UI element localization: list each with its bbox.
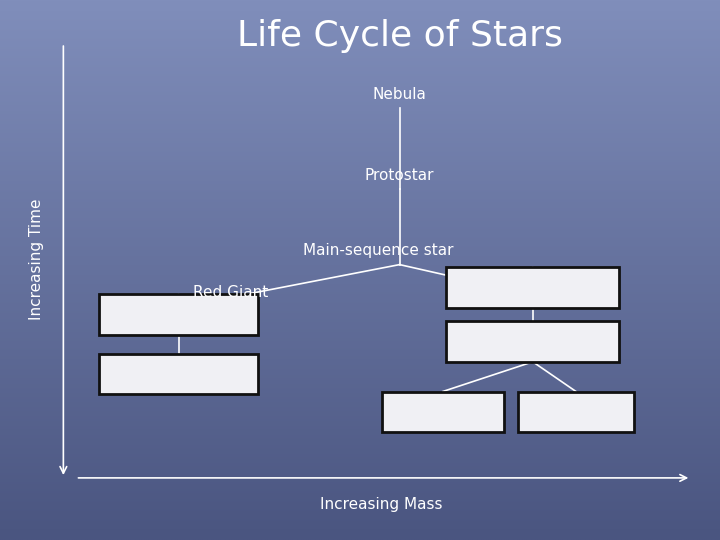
Bar (446, 267, 619, 308)
Text: Increasing Time: Increasing Time (29, 198, 43, 320)
Text: Protostar: Protostar (365, 167, 434, 183)
Bar (99, 354, 258, 394)
Text: Nebula: Nebula (373, 86, 426, 102)
Text: Life Cycle of Stars: Life Cycle of Stars (237, 19, 562, 53)
Bar (99, 294, 258, 335)
Text: Red Giant: Red Giant (193, 285, 269, 300)
Text: Increasing Mass: Increasing Mass (320, 497, 443, 512)
Bar (518, 392, 634, 432)
Text: Main-sequence star: Main-sequence star (302, 243, 454, 258)
Bar (382, 392, 504, 432)
Bar (446, 321, 619, 362)
